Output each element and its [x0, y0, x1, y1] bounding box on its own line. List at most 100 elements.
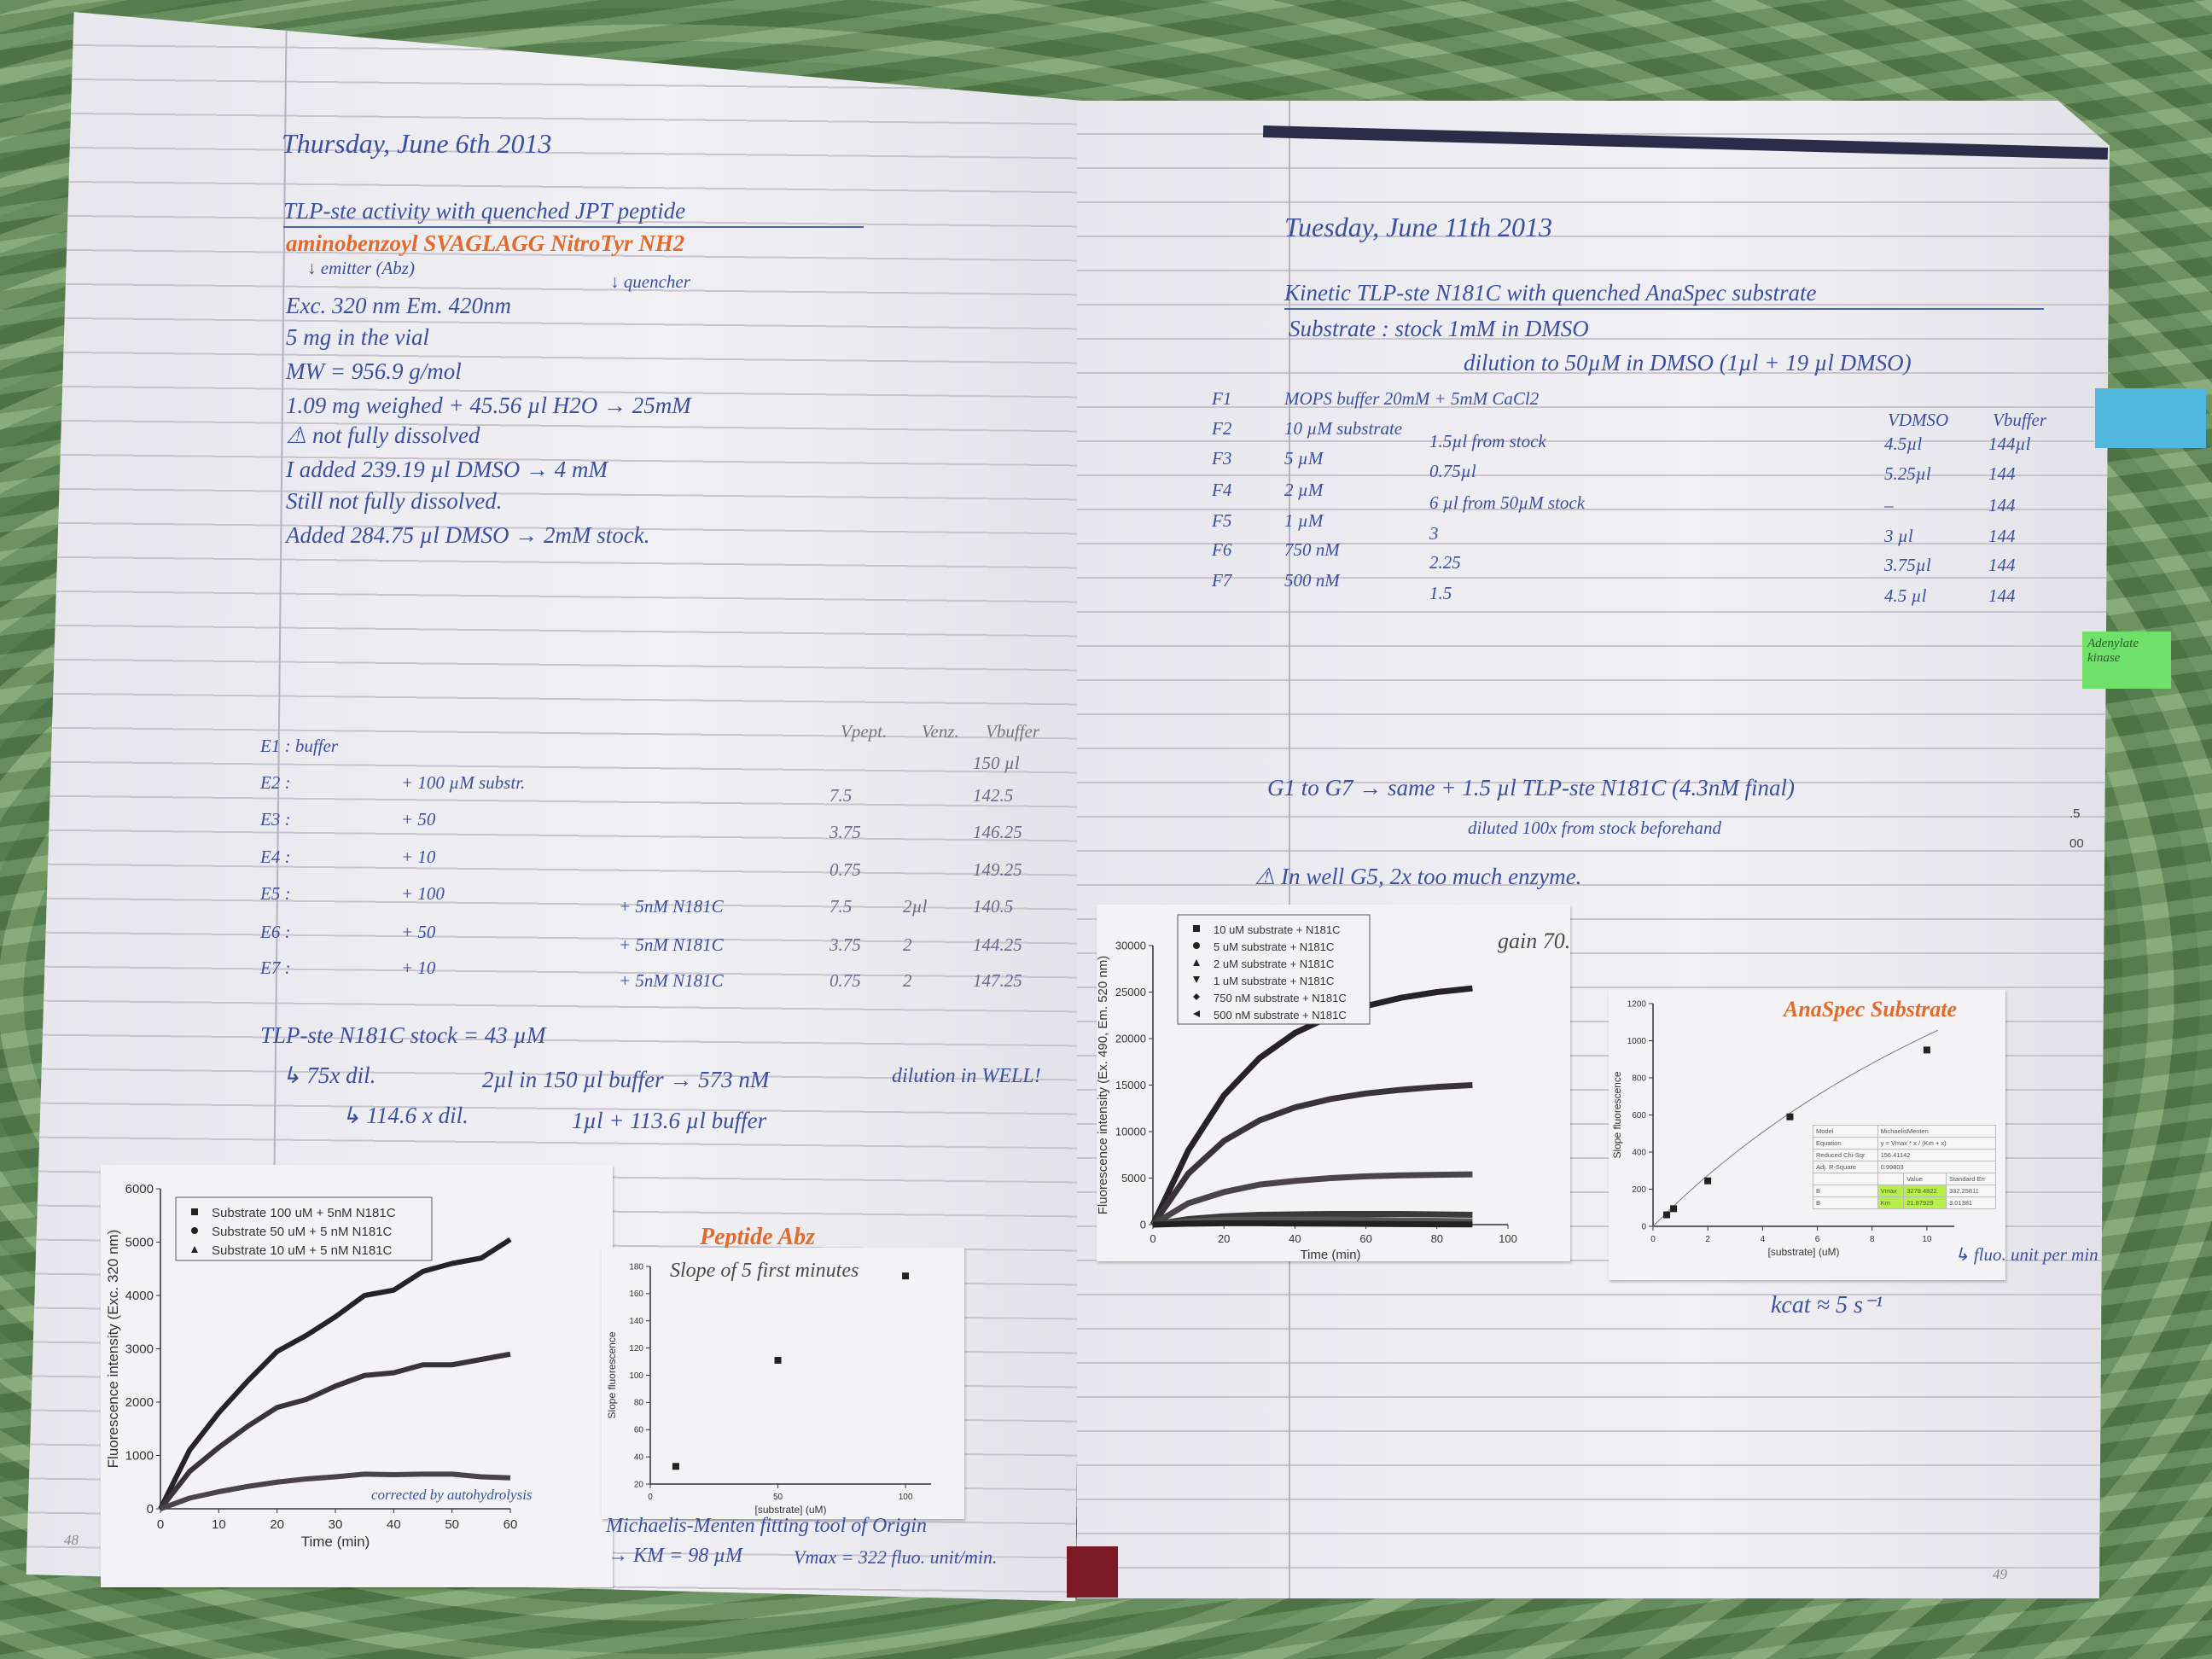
x-tick-label: 50 — [445, 1517, 459, 1532]
x-tick-label: 0 — [1150, 1232, 1155, 1245]
y-tick-label: 5000 — [125, 1236, 154, 1250]
gain-note: gain 70. — [1498, 928, 1571, 953]
fit-group: B — [1813, 1196, 1878, 1209]
row-label: F1 — [1212, 388, 1232, 409]
page-number-right: 49 — [1993, 1566, 2007, 1582]
note-line: Added 284.75 µl DMSO → 2mM stock. — [286, 522, 650, 548]
row-v-buffer: 144 — [1988, 463, 2016, 484]
y-tick-label: 4000 — [125, 1289, 154, 1303]
legend-entry: 10 uM substrate + N181C — [1214, 923, 1341, 936]
note-line: MW = 956.9 g/mol — [286, 358, 462, 384]
legend-marker — [1193, 959, 1200, 966]
y-axis-label: Fluorescence intensity (Exc. 320 nm) — [105, 1230, 121, 1469]
row-v-enz: 2 — [903, 970, 912, 991]
y-tick-label: 0 — [147, 1502, 154, 1516]
row-substrate: + 100 µM substr. — [401, 772, 526, 793]
peptide-sequence: aminobenzoyl SVAGLAGG NitroTyr NH2 — [286, 230, 685, 256]
x-tick-label: 40 — [1289, 1232, 1301, 1245]
fit-label: Equation — [1813, 1137, 1878, 1150]
y-tick-label: 100 — [629, 1371, 643, 1381]
row-v-pept: 3.75 — [830, 934, 861, 955]
row-v-enz: 2µl — [903, 896, 928, 917]
row-concentration: 750 nM — [1284, 539, 1340, 560]
x-tick-label: 2 — [1705, 1235, 1710, 1244]
row-v-pept: 7.5 — [830, 896, 853, 917]
legend-marker — [191, 1208, 198, 1215]
y-tick-label: 2000 — [125, 1395, 154, 1410]
row-label: E5 : — [260, 883, 291, 904]
legend-marker — [191, 1227, 198, 1234]
row-label: E4 : — [260, 847, 291, 867]
legend-entry: 750 nM substrate + N181C — [1214, 992, 1347, 1004]
fit-label: Reduced Chi-Sqr — [1813, 1149, 1878, 1161]
dilution-1: ↳ 75x dil. — [282, 1062, 376, 1088]
y-tick-label: 400 — [1632, 1148, 1646, 1157]
row-concentration: 500 nM — [1284, 570, 1340, 591]
row-v-dmso: 3 µl — [1884, 526, 1913, 546]
row-v-buffer: 146.25 — [973, 822, 1022, 842]
x-tick-label: 10 — [212, 1517, 226, 1532]
margin-line — [1289, 101, 1290, 1598]
series-line — [158, 1351, 511, 1511]
y-tick-label: 120 — [629, 1344, 643, 1353]
data-point — [672, 1463, 679, 1470]
legend-marker — [1193, 1010, 1200, 1017]
fit-param: Vmax — [1877, 1185, 1905, 1197]
y-tick-label: 3000 — [125, 1342, 154, 1357]
series-line — [159, 1471, 511, 1511]
x-axis-label: Time (min) — [1300, 1248, 1360, 1261]
y-tick-label: 140 — [629, 1317, 643, 1326]
chart4-heading: AnaSpec Substrate — [1784, 997, 1957, 1022]
table-header: Venz. — [922, 721, 959, 742]
y-tick-label: 160 — [629, 1289, 643, 1299]
enzyme-warning: ⚠ In well G5, 2x too much enzyme. — [1254, 864, 1582, 889]
y-tick-label: 1000 — [125, 1449, 154, 1464]
fit-header: Value — [1903, 1173, 1947, 1185]
data-point — [1923, 1046, 1930, 1054]
stock-line: TLP-ste N181C stock = 43 µM — [260, 1022, 546, 1048]
legend-entry: Substrate 50 uM + 5 nM N181C — [212, 1225, 393, 1239]
blue-sticky-tab[interactable] — [2095, 388, 2206, 448]
row-label: E1 : buffer — [260, 736, 338, 756]
row-v-buffer: 144µl — [1988, 434, 2031, 454]
row-label: E3 : — [260, 809, 291, 830]
green-sticky-tab[interactable]: Adenylate kinase — [2082, 632, 2171, 689]
g-wells-note: diluted 100x from stock beforehand — [1468, 818, 1722, 838]
dilution-1-note: dilution in WELL! — [892, 1065, 1041, 1087]
x-tick-label: 0 — [157, 1517, 164, 1532]
x-tick-label: 60 — [1359, 1232, 1371, 1245]
legend-entry: 2 uM substrate + N181C — [1214, 958, 1334, 970]
y-tick-label: 15000 — [1115, 1079, 1146, 1091]
fit-results-table: Model MichaelisMenten Equation y = Vmax * … — [1813, 1125, 1997, 1209]
row-substrate: + 100 — [401, 883, 445, 904]
y-tick-label: 0 — [1641, 1222, 1646, 1231]
fit-equation: y = Vmax * x / (Km + x) — [1877, 1137, 1997, 1150]
x-tick-label: 0 — [1650, 1235, 1656, 1244]
y-tick-label: 180 — [629, 1262, 643, 1272]
fit-chi: 156.41142 — [1877, 1149, 1997, 1161]
kinetics-chart-anaspec: 0 20 40 60 80 100 0 5000 10000 15000 20000 25000 300… — [1097, 914, 1517, 1261]
legend-marker — [1193, 993, 1200, 1000]
fit-group: B — [1813, 1185, 1878, 1197]
row-label: F6 — [1212, 539, 1232, 560]
legend-entry: Substrate 10 uM + 5 nM N181C — [212, 1243, 393, 1258]
row-v-buffer: 140.5 — [973, 896, 1014, 917]
emitter-label: ↓ emitter (Abz) — [307, 258, 415, 278]
row-label: F2 — [1212, 418, 1232, 439]
y-tick-label: 30000 — [1115, 939, 1146, 952]
row-label: E6 : — [260, 922, 291, 942]
x-tick-label: 0 — [648, 1493, 653, 1502]
km-note: → KM = 98 µM — [608, 1545, 743, 1567]
fit-error: 332.25811 — [1945, 1185, 1997, 1197]
row-concentration: MOPS buffer 20mM + 5mM CaCl2 — [1284, 388, 1540, 409]
quencher-label: ↓ quencher — [610, 271, 690, 292]
x-tick-label: 50 — [773, 1493, 783, 1502]
row-v-buffer: 142.5 — [973, 785, 1014, 806]
x-axis-label: [substrate] (uM) — [1767, 1246, 1839, 1258]
fit-curve — [1652, 1029, 1938, 1227]
note-line: 5 mg in the vial — [286, 324, 429, 350]
data-point — [902, 1272, 910, 1280]
row-label: F4 — [1212, 480, 1232, 500]
row-concentration: 10 µM substrate — [1284, 418, 1403, 439]
row-v-buffer: 144.25 — [973, 934, 1022, 955]
